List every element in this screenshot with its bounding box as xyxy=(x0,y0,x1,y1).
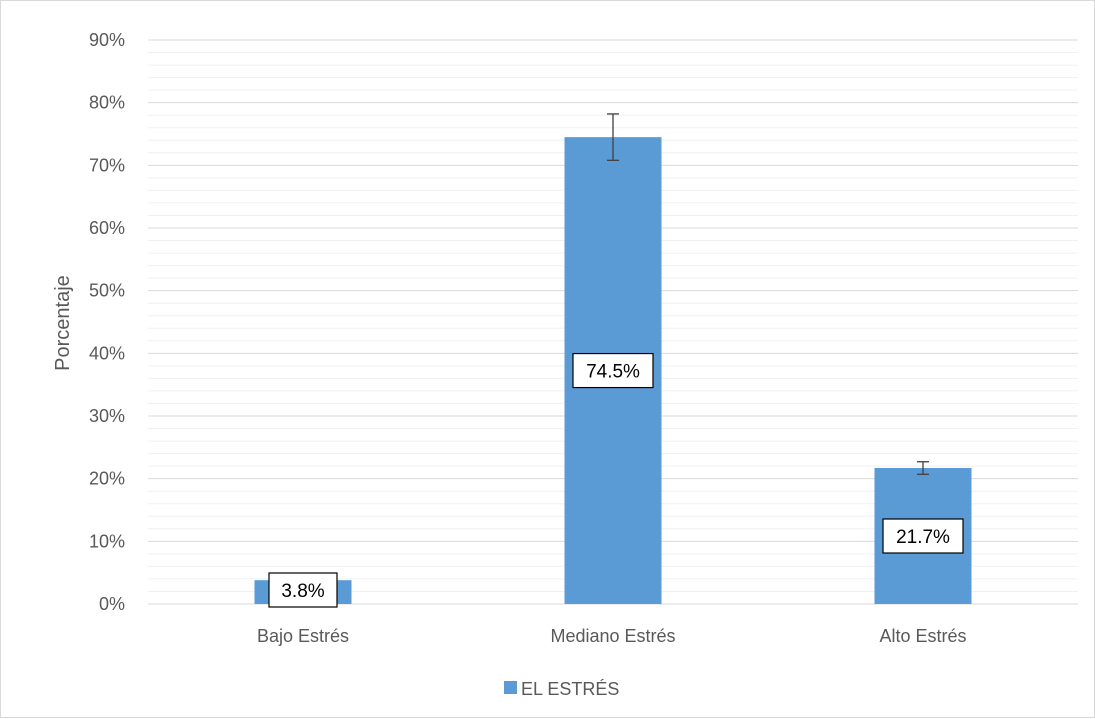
data-label-box xyxy=(572,352,654,389)
legend: EL ESTRÉS xyxy=(504,679,619,699)
y-tick-label: 70% xyxy=(89,155,125,175)
data-label: 21.7% xyxy=(896,527,950,548)
y-tick-label: 40% xyxy=(89,343,125,363)
y-tick-label: 30% xyxy=(89,406,125,426)
x-category-label: Mediano Estrés xyxy=(550,626,675,646)
y-tick-label: 0% xyxy=(99,594,125,614)
data-label-box xyxy=(882,518,964,554)
y-tick-label: 50% xyxy=(89,281,125,301)
x-category-label: Alto Estrés xyxy=(879,626,966,646)
y-tick-label: 90% xyxy=(89,30,125,50)
error-bars xyxy=(607,113,929,475)
y-tick-label: 60% xyxy=(89,218,125,238)
data-label: 74.5% xyxy=(586,362,640,383)
y-tick-label: 80% xyxy=(89,93,125,113)
legend-swatch xyxy=(504,681,517,694)
y-axis-ticks: 0% 10% 20% 30% 40% 50% 60% 70% 80% 90% xyxy=(89,30,125,614)
y-tick-label: 10% xyxy=(89,531,125,551)
data-labels: 3.8% 74.5% 21.7% xyxy=(268,352,964,608)
x-axis-categories: Bajo Estrés Mediano Estrés Alto Estrés xyxy=(257,626,967,646)
y-axis-title: Porcentaje xyxy=(52,275,74,371)
data-label-box xyxy=(268,572,338,608)
legend-label: EL ESTRÉS xyxy=(521,679,619,699)
data-label: 3.8% xyxy=(281,581,324,602)
y-tick-label: 20% xyxy=(89,469,125,489)
x-category-label: Bajo Estrés xyxy=(257,626,349,646)
